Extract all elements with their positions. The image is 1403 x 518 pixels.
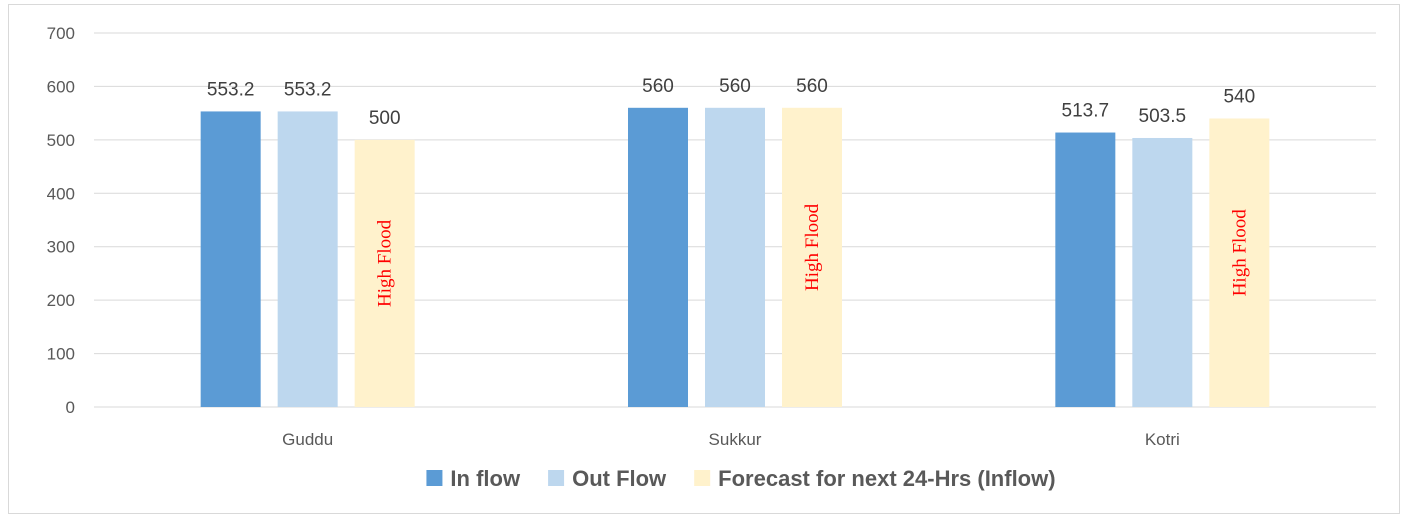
high-flood-annotation: High Flood bbox=[375, 219, 396, 307]
bar bbox=[200, 111, 261, 408]
y-tick-label: 600 bbox=[47, 77, 75, 96]
high-flood-annotation: High Flood bbox=[1229, 209, 1250, 297]
data-label: 503.5 bbox=[1139, 106, 1187, 127]
legend-swatch bbox=[694, 470, 711, 486]
bar bbox=[705, 107, 765, 408]
x-category-label: Kotri bbox=[1145, 430, 1180, 449]
legend-label: Out Flow bbox=[572, 466, 667, 491]
data-label: 553.2 bbox=[207, 79, 255, 100]
y-tick-label: 700 bbox=[47, 24, 75, 43]
data-label: 560 bbox=[642, 76, 674, 97]
data-label: 553.2 bbox=[284, 79, 332, 100]
data-label: 500 bbox=[369, 108, 401, 129]
data-label: 560 bbox=[719, 76, 751, 97]
bar bbox=[354, 139, 415, 407]
y-tick-label: 0 bbox=[66, 398, 75, 417]
bar bbox=[1132, 137, 1193, 408]
bar bbox=[1055, 132, 1116, 408]
high-flood-annotation: High Flood bbox=[802, 203, 823, 291]
y-tick-label: 500 bbox=[47, 131, 75, 150]
x-category-label: Guddu bbox=[282, 430, 333, 449]
y-tick-label: 300 bbox=[47, 238, 75, 257]
x-category-label: Sukkur bbox=[709, 430, 762, 449]
y-tick-label: 200 bbox=[47, 291, 75, 310]
y-tick-label: 100 bbox=[47, 345, 75, 364]
legend-label: In flow bbox=[450, 466, 521, 491]
bar bbox=[277, 111, 338, 408]
bar bbox=[628, 107, 688, 408]
data-label: 540 bbox=[1223, 86, 1255, 107]
y-tick-label: 400 bbox=[47, 184, 75, 203]
legend-swatch bbox=[548, 470, 565, 486]
data-label: 513.7 bbox=[1062, 101, 1110, 122]
legend-label: Forecast for next 24-Hrs (Inflow) bbox=[718, 466, 1055, 491]
bar bbox=[1209, 118, 1270, 407]
bar bbox=[782, 107, 842, 408]
legend-swatch bbox=[426, 470, 443, 486]
data-label: 560 bbox=[796, 76, 828, 97]
legend: In flow Out Flow Forecast for next 24-Hrs … bbox=[426, 466, 1056, 491]
